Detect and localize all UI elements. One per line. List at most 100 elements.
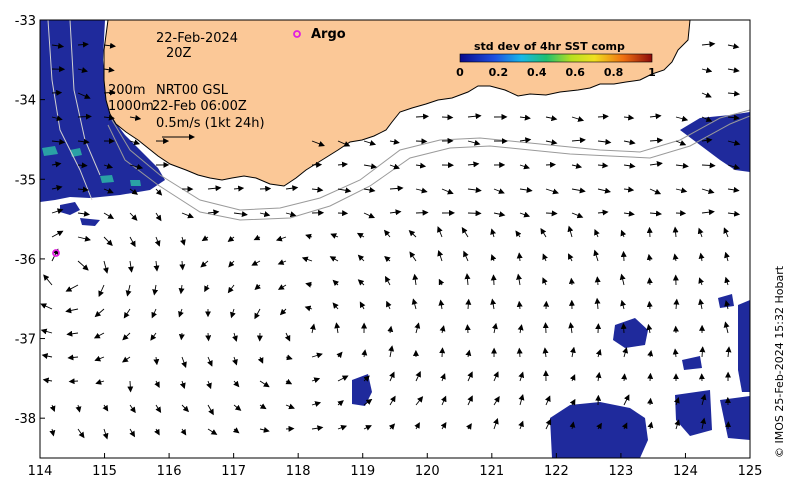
current-vector-arrow	[518, 394, 525, 406]
current-vector-arrow	[259, 380, 270, 388]
current-vector-arrow	[516, 273, 523, 286]
current-vector-arrow	[337, 375, 349, 382]
current-vector-arrow	[259, 211, 271, 218]
current-vector-arrow	[207, 404, 214, 416]
current-vector-arrow	[540, 227, 547, 238]
current-vector-arrow	[285, 354, 293, 361]
depth-200-label: 200m	[108, 83, 145, 98]
colorbar-tick-label: 1	[648, 66, 656, 79]
current-vector-arrow	[129, 236, 136, 248]
current-vector-arrow	[383, 229, 391, 238]
current-vector-arrow	[493, 417, 499, 430]
current-vector-arrow	[389, 163, 400, 170]
current-vector-arrow	[571, 137, 586, 144]
current-vector-arrow	[77, 113, 92, 120]
current-vector-arrow	[363, 375, 370, 382]
current-vector-arrow	[127, 260, 134, 273]
current-vector-arrow	[415, 396, 424, 406]
current-vector-arrow	[672, 226, 679, 238]
current-vector-arrow	[181, 212, 194, 219]
current-vector-arrow	[727, 139, 741, 146]
current-vector-arrow	[415, 162, 427, 169]
current-vector-arrow	[697, 227, 704, 238]
argo-float-marker[interactable]	[52, 249, 60, 257]
current-vector-arrow	[254, 283, 261, 290]
colorbar-tick-label: 0.8	[604, 66, 624, 79]
current-vector-arrow	[233, 185, 245, 192]
argo-float-marker[interactable]	[293, 30, 301, 38]
current-vector-arrow	[723, 227, 730, 238]
current-vector-arrow	[49, 404, 56, 413]
isobath-1000m	[107, 115, 750, 221]
current-vector-arrow	[467, 113, 482, 120]
current-vector-arrow	[330, 233, 339, 239]
sst-patch-east-top	[680, 112, 750, 172]
current-vector-arrow	[619, 273, 626, 286]
scale-label: 0.5m/s (1kt 24h)	[156, 116, 265, 131]
current-vector-arrow	[304, 305, 313, 312]
current-vector-arrow	[723, 321, 730, 334]
current-vector-arrow	[646, 226, 653, 238]
current-vector-arrow	[675, 140, 687, 146]
current-vector-arrow	[594, 228, 600, 238]
current-vector-arrow	[467, 395, 473, 406]
current-vector-arrow	[75, 404, 82, 413]
y-tick-label: -37	[15, 333, 36, 348]
current-vector-arrow	[646, 277, 653, 286]
current-vector-arrow	[309, 323, 316, 334]
current-vector-arrow	[724, 251, 730, 262]
current-vector-arrow	[440, 373, 446, 382]
current-vector-arrow	[620, 250, 627, 262]
current-vector-arrow	[569, 421, 576, 430]
current-vector-arrow	[94, 355, 105, 362]
current-vector-arrow	[595, 348, 602, 358]
current-vector-arrow	[701, 116, 713, 122]
current-vector-arrow	[727, 90, 741, 97]
current-vector-arrow	[65, 284, 79, 292]
current-vector-arrow	[388, 345, 395, 358]
current-vector-arrow	[647, 350, 654, 358]
current-vector-arrow	[337, 187, 352, 194]
current-vector-arrow	[465, 298, 472, 310]
current-vector-arrow	[178, 284, 185, 295]
current-vector-arrow	[727, 67, 740, 74]
current-vector-arrow	[51, 185, 63, 191]
current-vector-arrow	[545, 418, 552, 430]
sst-patch-west	[40, 20, 165, 202]
current-vector-arrow	[701, 92, 712, 98]
current-vector-arrow	[385, 275, 391, 286]
current-vector-arrow	[285, 185, 299, 192]
current-vector-arrow	[493, 396, 500, 406]
argo-legend-label: Argo	[311, 27, 346, 42]
current-vector-arrow	[515, 230, 522, 238]
current-vector-arrow	[155, 188, 163, 196]
current-vector-arrow	[646, 253, 653, 262]
current-vector-arrow	[356, 232, 365, 239]
current-vector-arrow	[103, 188, 114, 194]
current-vector-arrow	[467, 187, 482, 193]
current-vector-arrow	[698, 252, 705, 262]
current-vector-arrow	[623, 186, 635, 193]
current-vector-arrow	[517, 324, 524, 334]
current-vector-arrow	[441, 188, 454, 195]
current-vector-arrow	[727, 43, 740, 50]
x-tick-label: 116	[157, 464, 182, 479]
x-tick-label: 125	[738, 464, 763, 479]
current-vector-arrow	[674, 419, 681, 430]
current-vector-arrow	[545, 161, 556, 168]
current-vector-arrow	[701, 67, 713, 74]
current-vector-arrow	[409, 251, 417, 262]
current-vector-arrow	[41, 353, 53, 360]
x-tick-label: 124	[673, 464, 698, 479]
current-vector-arrow	[414, 322, 421, 334]
current-vector-arrow	[439, 325, 446, 334]
current-vector-arrow	[700, 417, 707, 430]
date-label: 22-Feb-2024	[156, 31, 238, 46]
current-vector-arrow	[519, 187, 533, 193]
current-vector-arrow	[649, 113, 662, 120]
current-vector-arrow	[95, 379, 105, 385]
current-vector-arrow	[103, 66, 115, 73]
current-vector-arrow	[233, 211, 248, 218]
current-vector-arrow	[441, 114, 454, 121]
